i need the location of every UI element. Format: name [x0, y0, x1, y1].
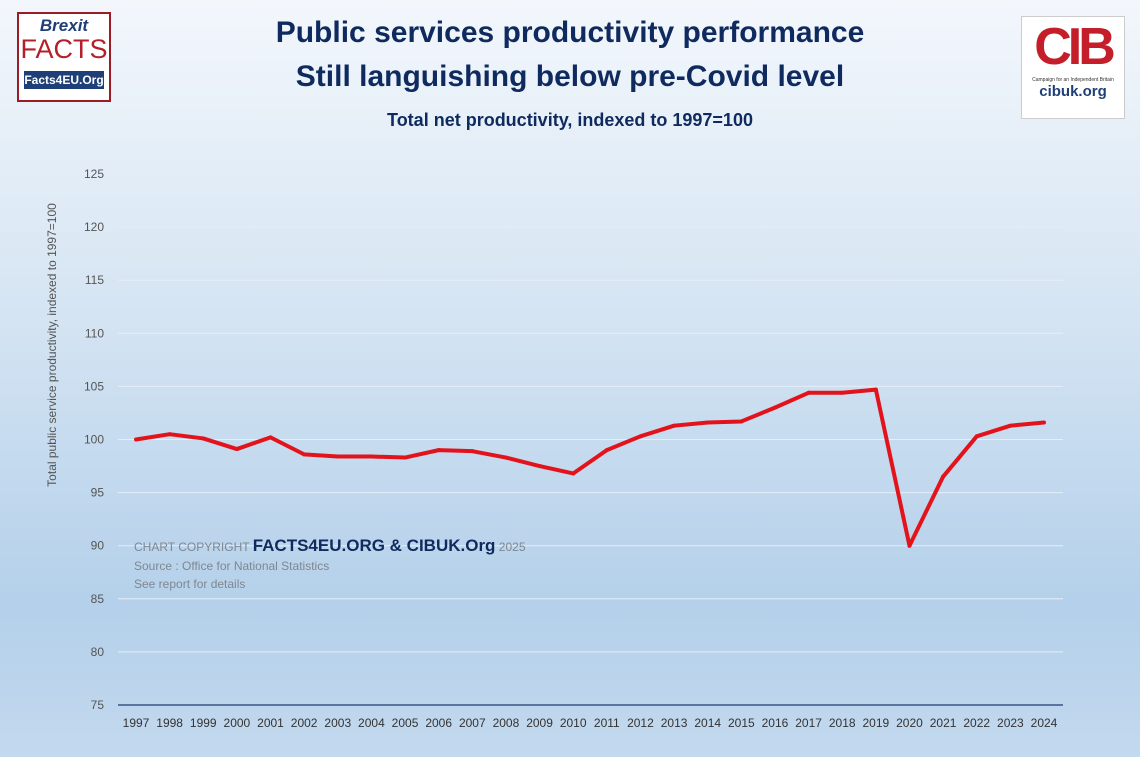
- data-point: [705, 420, 710, 425]
- cib-logo: CIB Campaign for an Independent Britain …: [1021, 16, 1125, 119]
- y-tick-label: 105: [84, 379, 104, 393]
- x-tick-label: 2012: [627, 716, 654, 730]
- data-point: [167, 432, 172, 437]
- data-point: [941, 474, 946, 479]
- data-point: [571, 471, 576, 476]
- data-point: [537, 464, 542, 469]
- x-tick-label: 2003: [324, 716, 351, 730]
- data-point: [672, 423, 677, 428]
- x-tick-label: 2018: [829, 716, 856, 730]
- x-tick-label: 2001: [257, 716, 284, 730]
- x-tick-label: 2023: [997, 716, 1024, 730]
- x-tick-label: 2006: [425, 716, 452, 730]
- data-point: [268, 435, 273, 440]
- x-tick-label: 2007: [459, 716, 486, 730]
- y-tick-label: 75: [91, 698, 105, 712]
- data-point: [873, 387, 878, 392]
- data-point: [907, 543, 912, 548]
- data-point: [806, 390, 811, 395]
- data-point: [739, 419, 744, 424]
- x-tick-label: 2020: [896, 716, 923, 730]
- data-point: [302, 452, 307, 457]
- data-point: [840, 390, 845, 395]
- y-tick-label: 80: [91, 645, 105, 659]
- data-point: [470, 449, 475, 454]
- chart-title: Public services productivity performance: [275, 16, 865, 49]
- x-tick-label: 2011: [594, 716, 620, 730]
- x-tick-label: 2013: [661, 716, 688, 730]
- x-tick-label: 1999: [190, 716, 217, 730]
- x-tick-label: 2014: [694, 716, 721, 730]
- x-tick-label: 2010: [560, 716, 587, 730]
- data-point: [503, 455, 508, 460]
- data-point: [638, 434, 643, 439]
- series-line: [135, 387, 1045, 548]
- logo-text: Brexit: [39, 16, 89, 35]
- data-point: [369, 454, 374, 459]
- logo-tagline: Campaign for an Independent Britain: [1032, 77, 1114, 83]
- logo-url: cibuk.org: [1039, 83, 1107, 100]
- y-tick-label: 115: [85, 273, 104, 287]
- x-tick-label: 2000: [224, 716, 251, 730]
- source-note: Source : Office for National Statistics: [134, 559, 330, 573]
- x-tick-label: 2004: [358, 716, 385, 730]
- x-tick-label: 2021: [930, 716, 957, 730]
- y-tick-label: 120: [84, 220, 104, 234]
- x-tick-label: 2015: [728, 716, 755, 730]
- x-tick-label: 2022: [963, 716, 990, 730]
- data-point: [234, 447, 239, 452]
- x-tick-label: 1998: [156, 716, 183, 730]
- y-tick-label: 90: [91, 539, 105, 553]
- x-tick-label: 2002: [291, 716, 318, 730]
- logo-text: Facts4EU.Org: [24, 71, 104, 89]
- y-tick-label: 100: [84, 433, 104, 447]
- x-tick-label: 2005: [392, 716, 419, 730]
- x-tick-label: 1997: [123, 716, 150, 730]
- data-point: [335, 454, 340, 459]
- x-tick-label: 2024: [1031, 716, 1058, 730]
- data-point: [134, 437, 138, 442]
- data-point: [403, 455, 408, 460]
- details-note: See report for details: [134, 577, 246, 591]
- data-point: [1042, 420, 1046, 425]
- x-tick-label: 2017: [795, 716, 822, 730]
- data-point: [604, 448, 609, 453]
- x-tick-label: 2009: [526, 716, 553, 730]
- data-point: [201, 436, 206, 441]
- copyright-year: 2025: [498, 540, 526, 554]
- logo-mark: CIB: [1034, 18, 1116, 76]
- y-axis-label: Total public service productivity, index…: [45, 203, 59, 487]
- data-point: [436, 448, 441, 453]
- data-point: [1008, 423, 1013, 428]
- y-tick-label: 110: [85, 326, 104, 340]
- x-tick-label: 2019: [863, 716, 890, 730]
- y-tick-label: 95: [91, 486, 105, 500]
- data-point: [974, 434, 979, 439]
- copyright-prefix: CHART COPYRIGHT: [134, 540, 250, 554]
- logo-text: FACTS: [20, 34, 108, 64]
- y-tick-label: 125: [84, 167, 104, 181]
- brexit-facts-logo: Brexit FACTS Facts4EU.Org: [17, 12, 111, 102]
- x-tick-label: 2008: [493, 716, 520, 730]
- x-tick-label: 2016: [762, 716, 789, 730]
- data-point: [772, 405, 777, 410]
- y-tick-label: 85: [91, 592, 105, 606]
- chart-subtitle-2: Total net productivity, indexed to 1997=…: [387, 110, 753, 130]
- copyright-owner: FACTS4EU.ORG & CIBUK.Org: [252, 536, 496, 555]
- chart-subtitle: Still languishing below pre-Covid level: [295, 60, 845, 93]
- copyright-note: CHART COPYRIGHT FACTS4EU.ORG & CIBUK.Org…: [134, 536, 526, 556]
